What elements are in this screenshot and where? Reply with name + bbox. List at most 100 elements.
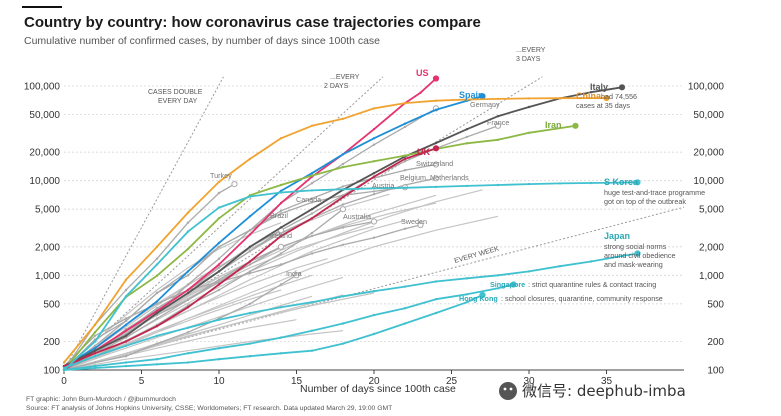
series-point-uk [124, 340, 128, 343]
series-point-uk [217, 283, 221, 286]
label-japan-note-2: around civil obedience [604, 251, 676, 260]
x-axis-label: Number of days since 100th case [300, 383, 456, 395]
series-point-singapore [93, 364, 97, 368]
series-point-china [279, 137, 283, 140]
series-point-china [124, 278, 128, 281]
series-point-belgium-netherlands [248, 250, 252, 253]
label-s-korea: S Korea [604, 177, 639, 187]
guide-label-2days-1: ...EVERY [330, 74, 360, 81]
guide-line [63, 76, 384, 371]
series-point-us [372, 128, 376, 131]
y-axis-right: 100 200 500 1,000 2,000 5,000 10,000 20,000 50,0… [688, 82, 725, 377]
series-point-turkey [217, 191, 221, 195]
y-tick-label-left: 200 [43, 337, 60, 348]
series-point-australia [155, 317, 159, 320]
series-point-austria [155, 291, 159, 295]
label-singapore-note: : strict quarantine rules & contact trac… [528, 280, 656, 289]
series-point-singapore [279, 336, 283, 339]
background-series-line [63, 276, 344, 371]
series-point-singapore [434, 298, 438, 301]
label-singapore: Singapore [490, 280, 525, 289]
guide-label-2days-2: 2 DAYS [324, 83, 349, 90]
series-line-japan [63, 252, 639, 369]
series-point-switzerland [432, 161, 440, 168]
series-point-iran [155, 274, 159, 277]
series-point-ireland [248, 263, 252, 266]
series-point-canada [248, 270, 252, 273]
series-point-austria [217, 245, 221, 248]
watermark-text: 微信号: deephub-imba [522, 382, 686, 400]
series-point-japan [634, 250, 641, 257]
series-point-s-korea [186, 230, 190, 233]
series-point-japan [310, 301, 314, 304]
series-point-germany [372, 143, 376, 146]
series-point-hong-kong [186, 361, 190, 364]
series-point-uk [93, 352, 97, 355]
series-point-switzerland [279, 209, 283, 212]
series-point-hong-kong [248, 355, 252, 358]
series-line-us [63, 77, 437, 371]
label-austria: Austria [372, 181, 394, 190]
series-point-s-korea [634, 179, 641, 186]
guide-label-3days-1: ...EVERY [516, 47, 546, 54]
series-point-singapore [186, 352, 190, 355]
series-point-china [527, 97, 531, 100]
series-point-canada [279, 252, 283, 255]
label-hong-kong-note: : school closures, quarantine, community… [501, 294, 663, 303]
series-point-us [186, 288, 190, 292]
series-point-china [603, 95, 610, 102]
x-tick-label: 5 [139, 376, 145, 387]
label-canada: Canada [296, 195, 321, 204]
series-point-italy [527, 105, 531, 109]
label-japan-note-3: and mask-wearing [604, 260, 663, 269]
guide-label-3days-2: 3 DAYS [516, 56, 541, 63]
series-point-spain [341, 153, 345, 156]
series-point-japan [372, 290, 376, 293]
series-point-canada [310, 231, 314, 235]
series-point-uk [432, 145, 440, 152]
y-tick-label-left: 5,000 [35, 205, 60, 216]
y-tick-label-right: 200 [707, 337, 724, 348]
series-line-s-korea [63, 181, 639, 371]
series-point-france [465, 135, 469, 139]
series-point-s-korea [589, 181, 593, 185]
series-point-uk [403, 157, 407, 161]
series-point-japan [558, 265, 562, 268]
series-point-turkey [231, 181, 238, 188]
series-point-singapore [248, 342, 252, 345]
series-point-turkey [186, 221, 190, 224]
y-tick-label-right: 50,000 [693, 110, 724, 121]
series-point-canada [339, 206, 347, 213]
series-point-china [341, 117, 345, 121]
series-point-hong-kong [341, 342, 345, 345]
series-point-s-korea [155, 263, 159, 266]
label-china: China [576, 91, 602, 101]
series-point-japan [341, 295, 345, 298]
series-point-s-korea [124, 295, 128, 298]
chart-title: Country by country: how coronavirus case… [24, 14, 481, 31]
series-point-switzerland [341, 185, 345, 188]
series-point-italy [124, 334, 128, 337]
series-point-hong-kong [155, 363, 159, 366]
label-turkey: Turkey [210, 171, 232, 180]
series-point-sweden [93, 334, 97, 337]
series-point-germany [403, 125, 407, 129]
series-point-china [372, 107, 376, 110]
footer-credit: FT graphic: John Burn-Murdoch / @jburnmu… [26, 396, 176, 403]
series-point-singapore [510, 281, 517, 288]
series-point-singapore [310, 329, 314, 332]
series-point-hong-kong [465, 301, 469, 304]
series-point-india [186, 331, 190, 334]
wechat-icon-eye-left [503, 387, 507, 391]
series-point-austria [310, 201, 314, 204]
x-tick-label: 0 [61, 376, 67, 387]
series-point-iran [465, 142, 469, 145]
footer-source: Source: FT analysis of Johns Hopkins Uni… [26, 405, 392, 412]
series-point-singapore [217, 347, 221, 350]
series-point-india [293, 272, 300, 279]
label-spain: Spain [459, 90, 484, 100]
series-point-china [217, 180, 221, 184]
series-point-china [496, 97, 500, 101]
x-axis: 0 5 10 15 20 25 30 35 [61, 370, 612, 387]
